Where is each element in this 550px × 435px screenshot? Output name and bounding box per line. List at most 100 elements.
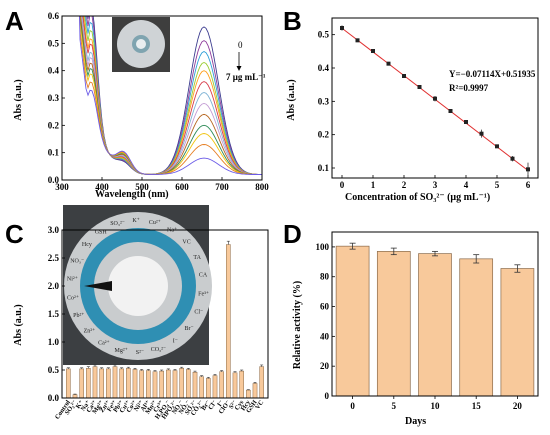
panel-c-photo-label: K⁺: [132, 218, 140, 224]
panel-b-ytick-label: 0.2: [318, 130, 330, 140]
panel-c-bar: [92, 366, 98, 399]
panel-c-bar: [232, 372, 238, 399]
panel-c-photo-label: Co²⁺: [67, 295, 79, 301]
panel-b-point: [479, 131, 484, 136]
panel-d-xtick-label: 15: [472, 401, 482, 411]
panel-a-xtick-label: 400: [95, 182, 109, 192]
panel-d-bar: [500, 268, 535, 397]
panel-b-xtick-label: 3: [433, 180, 438, 190]
panel-c-bar: [86, 368, 91, 399]
panel-c-ytick-label: 0.5: [48, 365, 60, 375]
panel-d-xtick-label: 20: [513, 401, 523, 411]
panel-c-bar: [252, 383, 258, 399]
panel-a-photo-inset: [112, 17, 170, 72]
panel-b-xtick-label: 2: [402, 180, 407, 190]
panel-c-ytick-label: 1.0: [48, 337, 60, 347]
panel-c-bar: [66, 368, 71, 399]
panel-d-ytick-label: 0: [325, 391, 330, 401]
panel-b-xtick-label: 1: [371, 180, 376, 190]
panel-b-xlabel: Concentration of SO₃²⁻ (μg mL⁻¹): [345, 192, 490, 203]
panel-c-photo-label: I⁻: [173, 339, 178, 345]
panel-d-xtick-label: 10: [431, 401, 441, 411]
panel-c-category-label: Cl⁻: [207, 399, 218, 411]
panel-c-bar: [172, 370, 178, 399]
panel-b-point: [464, 120, 468, 124]
panel-c-photo-label: VC: [182, 239, 190, 245]
panel-d-ytick-label: 40: [320, 331, 330, 341]
panel-c-bar: [146, 370, 151, 399]
panel-b-point: [526, 167, 530, 172]
panel-b-point: [386, 61, 391, 66]
panel-b-xtick-label: 5: [495, 180, 500, 190]
panel-a-xtick-label: 700: [215, 182, 229, 192]
panel-d-xlabel: Days: [405, 416, 426, 427]
panel-c-bar: [152, 371, 158, 399]
panel-b-point: [355, 38, 360, 43]
panel-c-photo-label: Fe³⁺: [198, 292, 209, 298]
panel-a-ytick-label: 0.6: [48, 11, 60, 21]
panel-c-photo-label: Br⁻: [185, 326, 194, 332]
panel-d-chart: Days Relative activity (%) 0 5 10 15 20 0 20 40…: [292, 231, 539, 427]
panel-label-b: B: [283, 6, 302, 36]
panel-c-bar: [199, 376, 204, 399]
panel-b-point: [433, 96, 437, 101]
panel-b-ytick-label: 0.4: [318, 63, 330, 73]
panel-d-bar: [376, 251, 411, 397]
panel-c-ytick-label: 2.0: [48, 281, 60, 291]
panel-c-photo-label: Mg²⁺: [115, 348, 128, 354]
panel-c-photo-label: NO₃⁻: [70, 258, 84, 264]
panel-b-xtick-label: 4: [464, 180, 469, 190]
panel-c-photo-label: Cl⁻: [194, 310, 203, 316]
panel-a-xtick-label: 600: [175, 182, 189, 192]
panel-c-photo-inset: [63, 205, 212, 365]
panel-b-ytick-label: 0.5: [318, 30, 330, 40]
panel-c-bar: [212, 375, 218, 399]
panel-c-category-label: K⁺: [75, 399, 86, 410]
panel-b-point: [417, 85, 422, 89]
panel-b-point: [340, 26, 344, 30]
panel-b-point: [371, 49, 375, 53]
panel-c-ytick-label: 2.5: [48, 253, 60, 263]
panel-c-ylabel: Abs (a.u.): [13, 304, 24, 345]
panel-c-bar: [112, 366, 118, 399]
panel-c-photo-label: Zn²⁺: [84, 329, 96, 335]
panel-c-bar: [219, 371, 224, 399]
panel-c-bar: [206, 378, 211, 399]
panel-b-chart: Concentration of SO₃²⁻ (μg mL⁻¹) Abs (a.…: [286, 17, 539, 203]
panel-a-ytick-label: 0.4: [48, 66, 60, 76]
panel-c-photo-label: CA: [199, 273, 208, 279]
panel-c-bar: [119, 368, 124, 399]
panel-c-bar: [192, 371, 198, 399]
panel-c-category-label: I⁻: [216, 399, 225, 408]
panel-a-annotation-bottom: 7 μg mL⁻¹: [226, 72, 266, 82]
panel-a-ytick-label: 0.2: [48, 120, 60, 130]
panel-a-xtick-label: 300: [55, 182, 69, 192]
panel-c-bar: [126, 368, 131, 399]
panel-d-ytick-label: 100: [316, 242, 330, 252]
panel-c-ytick-label: 1.5: [48, 309, 60, 319]
panel-a-ytick-label: 0.3: [48, 93, 60, 103]
panel-a-xtick-label: 500: [135, 182, 149, 192]
panel-c-photo-label: GSH: [95, 230, 108, 236]
panel-label-a: A: [5, 6, 24, 36]
panel-d-ytick-label: 20: [320, 361, 330, 371]
panel-b-point: [510, 156, 515, 161]
panel-b-ylabel: Abs (a.u.): [286, 79, 297, 120]
panel-c-bar: [79, 368, 84, 399]
panel-b-point: [448, 109, 453, 113]
panel-c-bar: [186, 369, 191, 399]
panel-c-bar: [179, 368, 184, 399]
panel-d-xtick-label: 0: [350, 401, 355, 411]
panel-c-photo-label: Hcy: [82, 242, 92, 248]
panel-b-ytick-label: 0.1: [318, 163, 330, 173]
panel-label-d: D: [283, 219, 302, 249]
panel-a-ytick-label: 0.5: [48, 38, 60, 48]
panel-b-xtick-label: 0: [340, 180, 345, 190]
panel-a-xtick-label: 800: [255, 182, 269, 192]
panel-d-bar: [335, 245, 370, 397]
panel-c-photo-label: SO₃²⁻: [110, 221, 125, 227]
panel-label-c: C: [5, 219, 24, 249]
panel-c-bar: [159, 370, 164, 399]
